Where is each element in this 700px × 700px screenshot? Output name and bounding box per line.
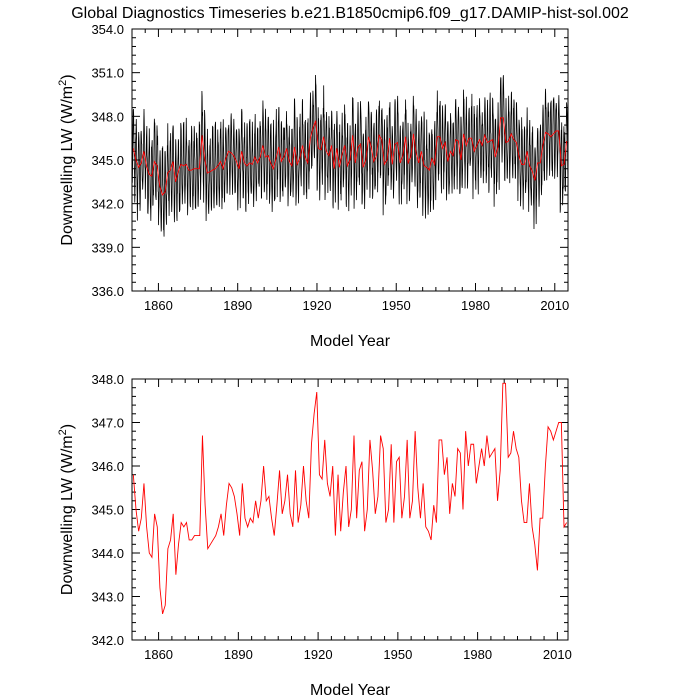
x-tick-label: 1980 <box>463 647 492 662</box>
x-tick-label: 1890 <box>223 298 252 313</box>
y-tick-label: 354.0 <box>91 22 124 37</box>
y-tick-label: 343.0 <box>91 590 124 605</box>
x-tick-label: 2010 <box>540 298 569 313</box>
y-tick-label: 347.0 <box>91 416 124 431</box>
x-tick-label: 1890 <box>224 647 253 662</box>
x-tick-label: 1860 <box>144 298 173 313</box>
monthly-series-line <box>131 75 569 237</box>
figure-title: Global Diagnostics Timeseries b.e21.B185… <box>71 5 629 22</box>
bottom-panel: Downwelling LW (W/m2) 1860 1890 1920 1950 19… <box>57 372 572 699</box>
x-tick-label: 1920 <box>304 647 333 662</box>
annual-mean-line <box>132 382 568 615</box>
y-tick-label: 344.0 <box>91 546 124 561</box>
y-axis-label: Downwelling LW (W/m2) <box>57 424 76 595</box>
x-tick-label: 1920 <box>303 298 332 313</box>
tick-labels: 1860 1890 1920 1950 1980 2010 342.0 343.0 344.0 3… <box>91 372 571 662</box>
x-tick-label: 1950 <box>383 647 412 662</box>
y-tick-label: 339.0 <box>91 240 124 255</box>
y-tick-label: 351.0 <box>91 66 124 81</box>
tick-labels: 1860 1890 1920 1950 1980 2010 336.0 339.0 342.0 3… <box>91 22 569 313</box>
y-axis-title: Downwelling LW (W/m2) <box>57 74 76 245</box>
y-tick-label: 348.0 <box>91 372 124 387</box>
y-tick-label: 342.0 <box>91 633 124 648</box>
top-panel: Downwelling LW (W/m2) 1860 1890 1920 1950 19… <box>57 22 569 350</box>
y-tick-label: 342.0 <box>91 197 124 212</box>
y-tick-label: 346.0 <box>91 459 124 474</box>
y-axis-title: Downwelling LW (W/m2) <box>57 424 76 595</box>
y-tick-label: 345.0 <box>91 153 124 168</box>
y-tick-label: 336.0 <box>91 284 124 299</box>
tick-marks <box>131 378 568 641</box>
y-axis-label: Downwelling LW (W/m2) <box>57 74 76 245</box>
x-tick-label: 2010 <box>543 647 572 662</box>
x-axis-label: Model Year <box>310 333 391 350</box>
y-tick-label: 348.0 <box>91 109 124 124</box>
x-axis-label: Model Year <box>310 682 391 699</box>
x-tick-label: 1950 <box>382 298 411 313</box>
series-lines <box>132 382 568 615</box>
y-tick-label: 345.0 <box>91 503 124 518</box>
annual-mean-line <box>132 117 568 196</box>
plot-frame <box>131 378 569 641</box>
x-tick-label: 1860 <box>144 647 173 662</box>
plot-frame <box>131 28 569 292</box>
series-lines <box>131 75 569 237</box>
x-tick-label: 1980 <box>461 298 490 313</box>
